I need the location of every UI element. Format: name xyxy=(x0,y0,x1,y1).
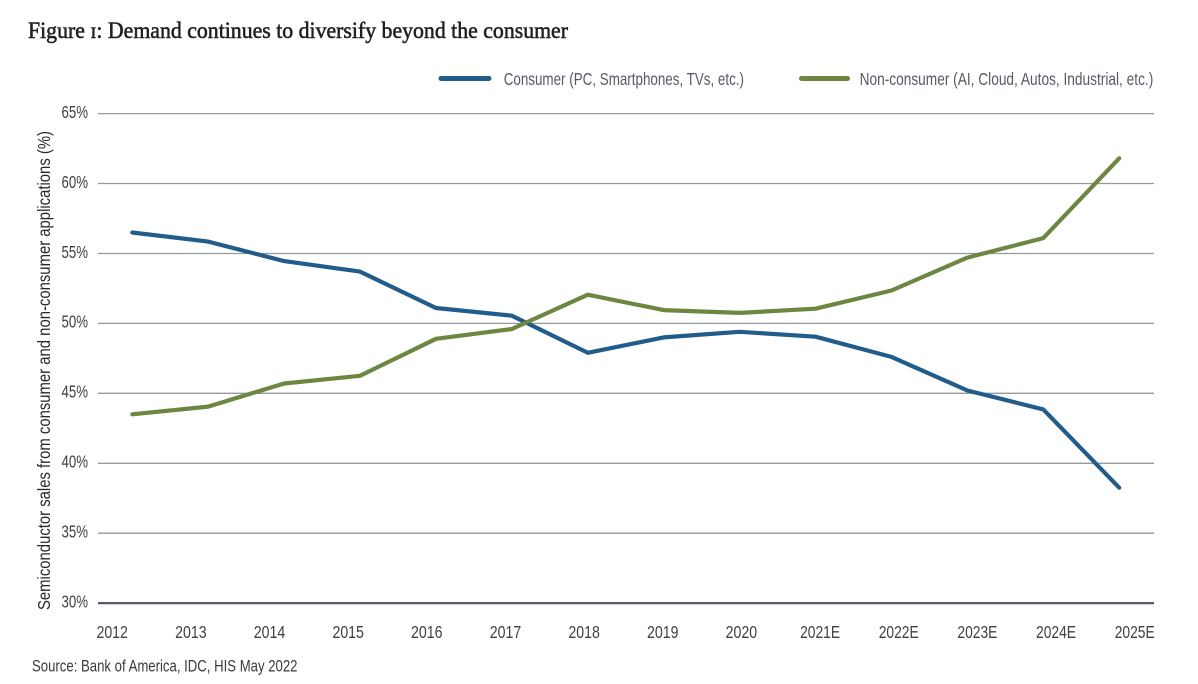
svg-text:2015: 2015 xyxy=(332,622,364,642)
svg-text:2023E: 2023E xyxy=(957,622,997,642)
svg-text:2013: 2013 xyxy=(175,622,207,642)
svg-text:Figure ɪ: Demand continues to: Figure ɪ: Demand continues to diversify … xyxy=(28,18,568,43)
svg-text:Source: Bank of America, IDC,: Source: Bank of America, IDC, HIS May 20… xyxy=(32,657,298,676)
svg-text:2012: 2012 xyxy=(96,622,128,642)
svg-text:65%: 65% xyxy=(62,102,89,122)
svg-text:Consumer (PC, Smartphones, TVs: Consumer (PC, Smartphones, TVs, etc.) xyxy=(504,69,744,89)
svg-text:Non-consumer (AI, Cloud, Autos: Non-consumer (AI, Cloud, Autos, Industri… xyxy=(860,69,1154,89)
svg-text:2025E: 2025E xyxy=(1115,622,1155,642)
svg-text:Semiconductor sales from consu: Semiconductor sales from consumer and no… xyxy=(34,131,54,610)
svg-text:60%: 60% xyxy=(62,172,89,192)
svg-text:2016: 2016 xyxy=(411,622,443,642)
svg-text:30%: 30% xyxy=(62,591,89,611)
svg-text:2018: 2018 xyxy=(568,622,600,642)
svg-text:2014: 2014 xyxy=(254,622,286,642)
svg-text:40%: 40% xyxy=(62,452,89,472)
svg-text:2020: 2020 xyxy=(726,622,758,642)
svg-text:35%: 35% xyxy=(62,522,89,542)
svg-text:2022E: 2022E xyxy=(879,622,919,642)
svg-text:2019: 2019 xyxy=(647,622,679,642)
svg-text:55%: 55% xyxy=(62,242,89,262)
svg-text:2024E: 2024E xyxy=(1036,622,1076,642)
svg-text:45%: 45% xyxy=(62,382,89,402)
svg-text:2017: 2017 xyxy=(490,622,522,642)
svg-text:50%: 50% xyxy=(62,312,89,332)
svg-text:2021E: 2021E xyxy=(800,622,840,642)
